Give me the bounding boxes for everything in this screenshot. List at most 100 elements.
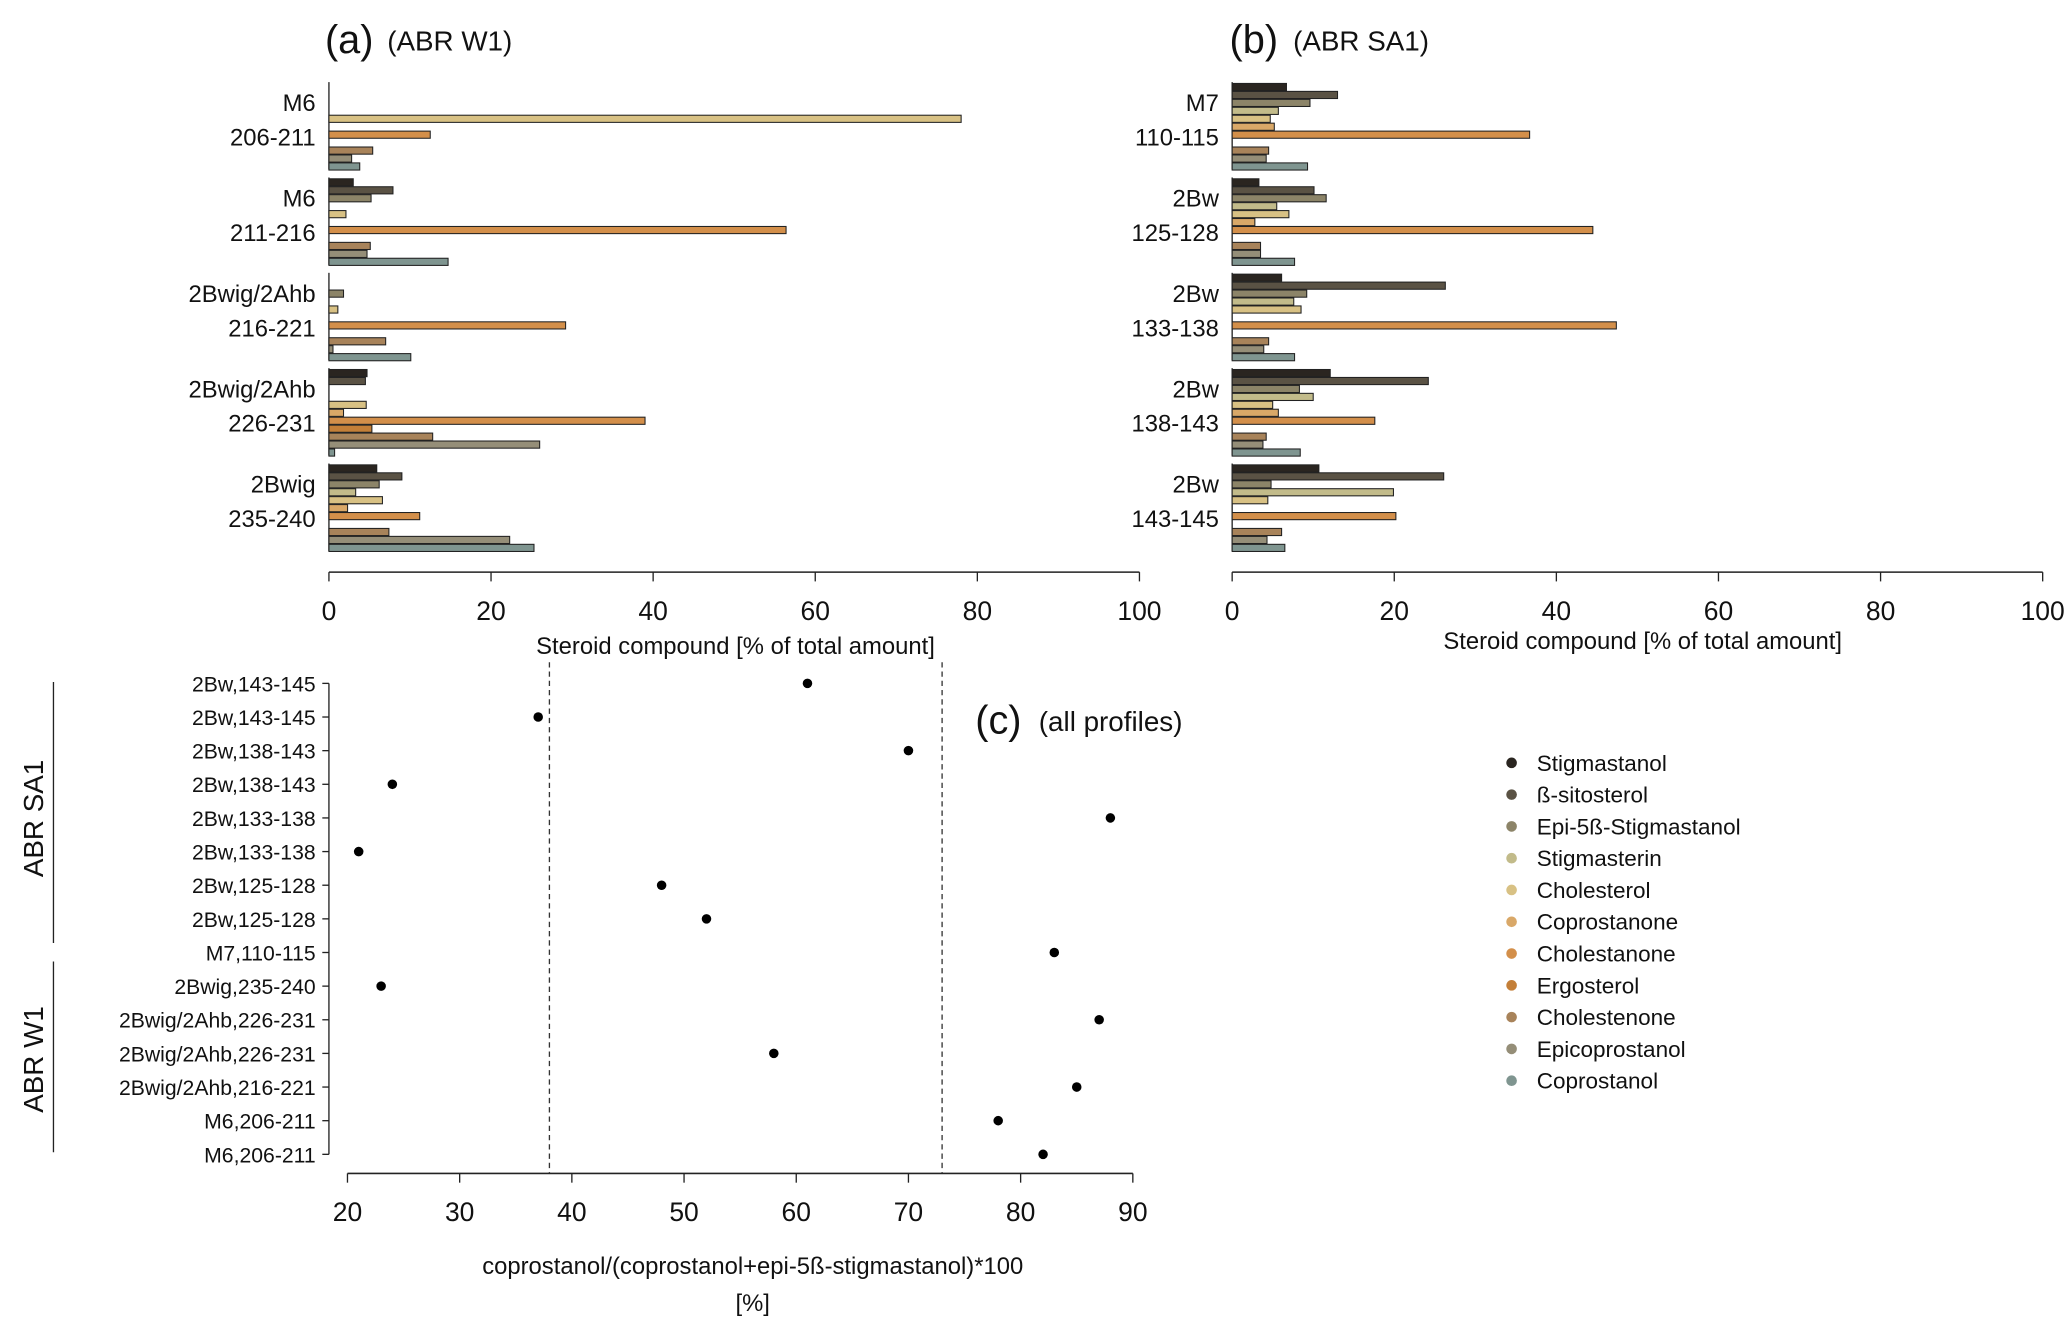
panel-a-bar-cholestanone [328,512,421,521]
panel-c-xlabel-unit: [%] [736,1290,770,1317]
panel-a-bar-epi-5-stigmastanol [328,194,372,203]
legend-marker [1506,821,1517,832]
panel-a-bar-cholesterol [328,305,339,314]
panel-a-bar-coprostanol [328,543,535,553]
panel-b-bar-cholestenone [1231,527,1283,537]
panel-c-point [376,981,386,991]
panel-b-group-label: 2Bw [1173,472,1220,499]
panel-c-y-tick-label: 2Bw,125-128 [192,875,316,898]
panel-b-bar-epi-5-stigmastanol [1231,194,1327,203]
panel-b-bar-cholestenone [1231,432,1267,441]
panel-b-bar-coprostanol [1231,543,1286,553]
panel-b-x-tick-label: 20 [1380,596,1409,626]
panel-b-x-tick-label: 100 [2021,596,2065,626]
panel-a-bar-stigmastanol [328,178,354,187]
panel-b-bar-cholestanone [1231,416,1376,425]
panel-c-y-tick-label: 2Bwig/2Ahb,216-221 [119,1077,316,1100]
panel-c-point [656,880,667,890]
panel-a-bar-epicoprostanol [328,249,368,258]
panel-a-group-label: 2Bwig/2Ahb [189,281,316,308]
panel-b-letter: (b) [1230,18,1279,62]
panel-b-bar--sitosterol [1231,90,1339,100]
panel-b-bar-epicoprostanol [1231,535,1268,545]
panel-a-bar-cholestenone [328,337,387,346]
panel-b-group-label: 2Bw [1173,186,1220,213]
panel-a-group-depth: 235-240 [228,506,315,533]
panel-a-letter: (a) [325,18,374,62]
panel-b-bar-coprostanol [1231,257,1296,266]
panel-c-point [802,678,813,689]
panel-c-y-tick-label: 2Bw,133-138 [192,808,316,831]
panel-a-bar-cholestanone [328,225,787,235]
panel-a-bar-stigmastanol [328,368,368,378]
panel-c-y-tick-label: 2Bw,125-128 [192,909,316,932]
panel-a-x-tick-label: 20 [476,596,505,626]
panel-b-bar-cholesterol [1231,114,1271,123]
panel-a-bar-coprostanone [328,408,345,417]
legend-marker [1506,1075,1517,1086]
panel-a-bar-epicoprostanol [328,440,541,449]
panel-a-bar-cholestenone [328,432,434,441]
panel-c-y-tick-label: 2Bw,143-145 [192,673,316,696]
panel-c-x-tick-label: 50 [669,1197,698,1227]
panel-b-xlabel: Steroid compound [% of total amount] [1443,628,1842,655]
panel-a-x-tick-label: 60 [801,596,830,626]
panel-b-bar-coprostanone [1231,408,1279,417]
panel-a-group-label: M6 [283,90,316,117]
panel-b-bar-stigmasterin [1231,297,1295,306]
panel-c-x-tick-label: 60 [782,1197,811,1227]
panel-a-bar-cholesterol [328,114,962,123]
panel-b-bar-stigmasterin [1231,488,1394,497]
panel-b-bar-epi-5-stigmastanol [1231,480,1272,489]
panel-a-x-tick-label: 40 [638,596,667,626]
panel-b-group-depth: 125-128 [1131,220,1218,247]
panel-a-bar-epi-5-stigmastanol [328,480,380,489]
panel-c-point [533,712,543,722]
group-label-abr-sa1: ABR SA1 [18,760,49,877]
panel-a-group-label: 2Bwig [251,472,316,499]
panel-b-group-label: 2Bw [1173,281,1220,308]
legend-entry: Coprostanone [1537,910,1678,935]
panel-a-bar-cholestenone [328,241,371,251]
legend-marker [1506,980,1517,991]
panel-b-bar-coprostanol [1231,448,1301,457]
panel-a-bar-coprostanol [328,162,361,171]
panel-b-x-tick-label: 60 [1704,596,1733,626]
panel-b-bar-cholesterol [1231,305,1302,314]
panel-c-x-tick-label: 70 [894,1197,923,1227]
panel-b-bar-stigmastanol [1231,273,1283,282]
panel-c-x-tick-label: 20 [333,1197,362,1227]
legend-marker [1506,948,1517,959]
panel-a-bar-cholesterol [328,496,383,505]
group-label-abr-w1: ABR W1 [18,1006,49,1113]
panel-a-bar--sitosterol [328,472,403,481]
legend-entry: Stigmasterin [1537,846,1662,871]
panel-a-bar-cholesterol [328,210,347,219]
panel-b-bar-epicoprostanol [1231,154,1267,163]
panel-a-group-depth: 206-211 [230,125,316,152]
panel-b-group-label: 2Bw [1173,376,1220,403]
panel-b-bar-coprostanone [1231,122,1275,131]
panel-a-xlabel: Steroid compound [% of total amount] [536,633,935,660]
panel-c-y-tick-label: 2Bw,143-145 [192,707,316,730]
legend: Stigmastanol ß-sitosterol Epi-5ß-Stigmasta… [1506,751,1741,1094]
legend-entry: Coprostanol [1537,1069,1658,1094]
panel-b-bar-cholestanone [1231,225,1594,235]
legend-marker [1506,884,1517,896]
panel-a-bar-ergosterol [328,424,373,433]
panel-a-bar--sitosterol [328,186,394,195]
panel-a-bar-epicoprostanol [328,535,511,545]
panel-a-bar-cholestanone [328,130,431,139]
panel-c-point [1105,813,1116,823]
panel-a-x-tick-label: 0 [322,596,337,626]
panel-a-bar-coprostanone [328,504,349,513]
panel-b-bar--sitosterol [1231,472,1445,481]
panel-c-y-tick-label: 2Bw,133-138 [192,842,316,865]
panel-b-bar-cholestenone [1231,241,1262,251]
panel-c-point [903,745,914,756]
legend-entry: Cholestenone [1537,1005,1676,1030]
legend-marker [1506,789,1517,800]
panel-c-point [1071,1082,1082,1092]
panel-b-bar-epi-5-stigmastanol [1231,98,1311,108]
